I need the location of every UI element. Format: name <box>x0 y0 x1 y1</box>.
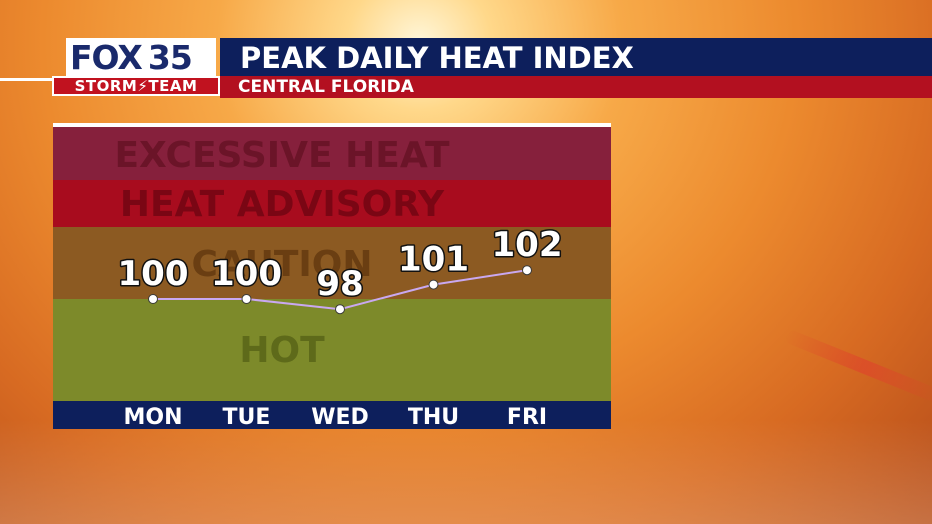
points-layer <box>148 265 532 315</box>
logo-top: FOX 35 <box>66 37 216 77</box>
background-haze <box>0 420 932 524</box>
day-label-fri: FRI <box>507 405 547 430</box>
band-excessive-heat <box>53 127 611 180</box>
fox35-logo: FOX 35 STORM⚡TEAM <box>52 38 220 96</box>
band-label-excessive-heat: EXCESSIVE HEAT <box>114 135 449 176</box>
logo-storm-team: STORM⚡TEAM <box>52 76 220 96</box>
chart-subtitle: CENTRAL FLORIDA <box>238 77 414 97</box>
band-layer: EXCESSIVE HEAT HEAT ADVISORY CAUTION HOT <box>53 123 611 401</box>
day-label-wed: WED <box>311 405 369 430</box>
data-label-tue: 100 <box>211 254 282 294</box>
chart-top-border <box>53 123 611 127</box>
band-label-heat-advisory: HEAT ADVISORY <box>120 184 445 225</box>
logo-fox-text: FOX <box>70 37 143 77</box>
data-point-fri <box>522 265 532 276</box>
data-label-mon: 100 <box>118 254 189 294</box>
header-accent-line <box>0 78 52 81</box>
day-label-tue: TUE <box>223 405 271 430</box>
data-point-wed <box>335 304 345 315</box>
data-point-thu <box>428 279 439 290</box>
data-point-mon <box>148 294 158 304</box>
band-hot <box>53 299 611 401</box>
logo-team-text: STORM⚡TEAM <box>74 77 198 95</box>
title-bar: PEAK DAILY HEAT INDEX <box>220 38 932 76</box>
band-caution <box>53 227 611 299</box>
logo-number-text: 35 <box>147 37 193 77</box>
band-label-hot: HOT <box>239 330 325 371</box>
day-axis-bar <box>53 401 611 429</box>
chart-title: PEAK DAILY HEAT INDEX <box>240 41 634 75</box>
band-heat-advisory <box>53 180 611 227</box>
data-point-tue <box>241 294 252 304</box>
band-label-caution: CAUTION <box>191 244 372 285</box>
data-label-wed: 98 <box>316 264 363 304</box>
days-layer: MON TUE WED THU FRI <box>53 401 611 430</box>
subtitle-bar: CENTRAL FLORIDA <box>220 76 932 98</box>
data-label-thu: 101 <box>398 240 469 280</box>
day-label-mon: MON <box>123 405 182 430</box>
labels-layer: 100 100 98 101 102 <box>116 224 564 306</box>
day-label-thu: THU <box>408 405 459 430</box>
data-label-fri: 102 <box>492 225 563 265</box>
